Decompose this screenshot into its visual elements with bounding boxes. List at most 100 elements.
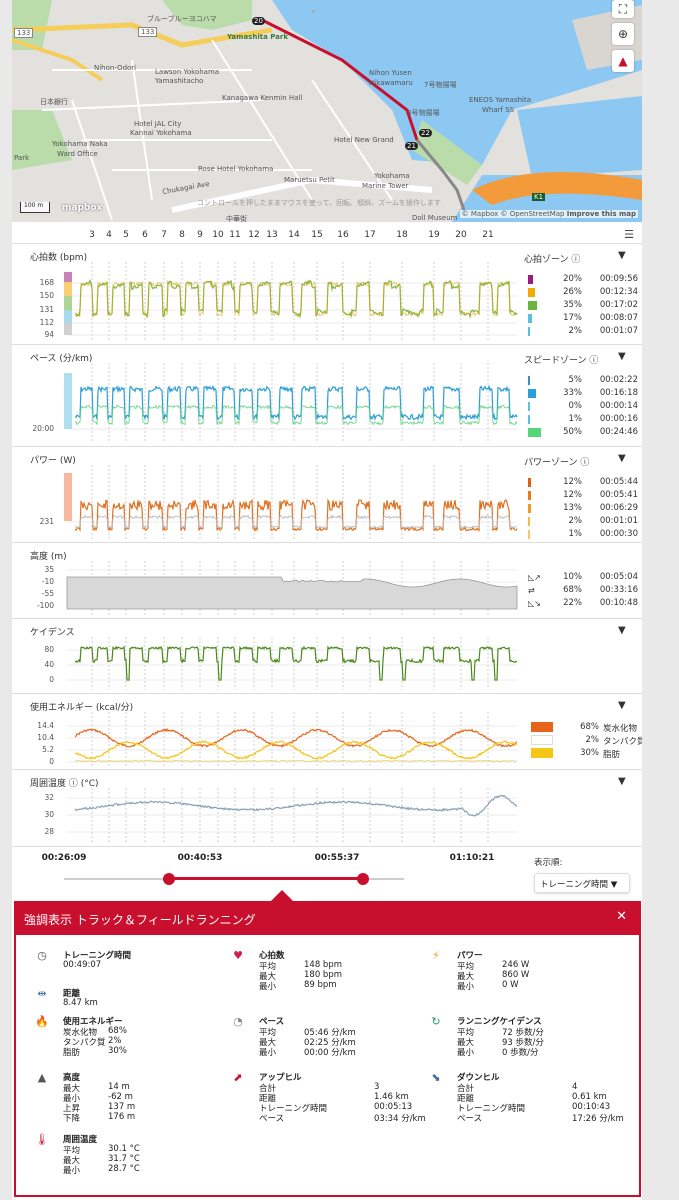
lap-number[interactable]: 13 — [266, 230, 278, 240]
up-icon: ◺↗ — [528, 573, 541, 582]
summary-stat-temp: 🌡 周囲温度 平均 30.1 °C 最大 31.7 °C 最小 28.7 °C — [34, 1133, 224, 1178]
lap-number[interactable]: 14 — [288, 230, 300, 240]
lap-marker-21[interactable]: 21 — [405, 142, 418, 150]
distance-icon: ⇹ — [37, 987, 47, 1000]
summary-stat-cad: ↻ ランニングケイデンス 平均 72 歩数/分 最大 93 歩数/分 最小 0 歩数/分 — [428, 1015, 618, 1060]
chevron-down-icon[interactable]: ▼ — [618, 351, 626, 362]
lap-number[interactable]: 4 — [106, 230, 112, 240]
lap-number[interactable]: 7 — [161, 230, 167, 240]
zone-row: 26% 00:12:34 — [528, 287, 638, 298]
summary-stat-power: ⚡ パワー 平均 246 W 最大 860 W 最小 0 W — [428, 949, 618, 994]
range-slider[interactable] — [64, 873, 404, 885]
y-tick-label: 28 — [44, 827, 54, 836]
lap-marker-20[interactable]: 20 — [252, 17, 265, 25]
route-map[interactable]: ブルーブルーヨコハマ Yamashita Park Nihon-Odori 13… — [12, 0, 642, 222]
stat-value: 05:46 分/km — [304, 1028, 356, 1038]
chevron-down-icon[interactable]: ▼ — [618, 453, 626, 464]
map-label-chinatown: 中華街 — [226, 215, 247, 222]
cadence-chart[interactable] — [12, 619, 642, 694]
heart-rate-chart[interactable] — [12, 244, 642, 345]
zone-swatch — [528, 301, 537, 310]
zone-percent: 1% — [568, 414, 583, 424]
lap-number[interactable]: 11 — [229, 230, 241, 240]
protein-line — [74, 759, 518, 763]
stat-key: 平均 — [259, 1028, 277, 1038]
lap-number[interactable]: 18 — [396, 230, 408, 240]
chevron-down-icon[interactable]: ▼ — [618, 250, 626, 261]
temperature-chart[interactable] — [12, 770, 642, 846]
fullscreen-button[interactable]: ⛶ — [612, 0, 634, 18]
energy-panel: 使用エネルギー (kcal/分) ▼ 14.4 10.4 5.2 0 68% 炭水化物 2%… — [12, 694, 642, 770]
lap-number[interactable]: 20 — [455, 230, 467, 240]
timeline-label: 01:10:21 — [449, 853, 495, 863]
filter-settings-icon[interactable]: ☰ — [624, 228, 634, 241]
macro-swatch — [531, 722, 553, 732]
altitude-row: ◺↗ 10% 00:05:04 — [528, 572, 638, 583]
altitude-chart[interactable] — [12, 543, 642, 619]
zone-row: 1% 00:00:16 — [528, 414, 638, 425]
gauge-icon: ◔ — [233, 1015, 243, 1028]
lap-number[interactable]: 10 — [212, 230, 224, 240]
macro-name: 炭水化物 — [603, 724, 638, 734]
lap-number[interactable]: 21 — [482, 230, 494, 240]
range-end-handle[interactable] — [357, 873, 370, 885]
lap-number[interactable]: 9 — [197, 230, 203, 240]
energy-chart[interactable] — [12, 694, 642, 770]
stat-value: 14 m — [108, 1082, 130, 1092]
mapbox-logo[interactable]: mapbox — [62, 203, 103, 213]
stat-key: 下降 — [63, 1114, 81, 1124]
lap-number[interactable]: 12 — [248, 230, 260, 240]
stat-value: 0 W — [502, 980, 519, 990]
summary-stat-alt: ▲ 高度 最大 14 m 最小 -62 m 上昇 137 m 下降 176 m — [34, 1071, 224, 1127]
lap-marker-22[interactable]: 22 — [419, 129, 432, 137]
zone-percent: 2% — [568, 326, 583, 336]
zone-swatch — [528, 478, 531, 487]
zone-percent: 12% — [563, 477, 582, 487]
altitude-percent: 22% — [563, 598, 582, 608]
power-chart[interactable] — [12, 447, 642, 543]
y-tick-label: 30 — [44, 810, 54, 819]
zone-percent: 20% — [563, 274, 582, 284]
close-icon[interactable]: ✕ — [616, 909, 627, 924]
lap-number[interactable]: 8 — [179, 230, 185, 240]
stat-key: 距離 — [457, 1094, 475, 1104]
lap-number[interactable]: 19 — [428, 230, 440, 240]
lap-number[interactable]: 16 — [337, 230, 349, 240]
zone-time: 00:00:16 — [599, 414, 638, 424]
stat-key: 00:49:07 — [63, 960, 102, 970]
stat-value: 176 m — [108, 1112, 136, 1122]
macro-row: 68% 炭水化物 — [531, 722, 641, 734]
stat-title: アップヒル — [259, 1073, 302, 1083]
zone-swatch — [528, 491, 531, 500]
zone-row: 1% 00:00:30 — [528, 529, 638, 540]
y-tick-label: -10 — [41, 577, 54, 586]
chevron-down-icon[interactable]: ▼ — [618, 625, 626, 636]
sort-select[interactable]: トレーニング時間 ▼ — [534, 873, 630, 893]
y-tick-label: -100 — [36, 601, 54, 610]
compass-button[interactable]: ▲ — [612, 50, 634, 72]
heart-rate-zone-title: 心拍ゾーン ⓘ — [524, 255, 581, 265]
improve-map-link[interactable]: Improve this map — [566, 210, 636, 218]
pace-line — [74, 384, 518, 422]
stat-key: 合計 — [259, 1084, 277, 1094]
locate-button[interactable]: ⊕ — [612, 23, 634, 45]
macro-swatch — [531, 748, 553, 758]
map-canvas[interactable] — [12, 0, 642, 222]
zone-time: 00:01:01 — [599, 516, 638, 526]
lap-number[interactable]: 15 — [311, 230, 323, 240]
lap-number[interactable]: 5 — [123, 230, 129, 240]
pace-chart[interactable] — [12, 345, 642, 447]
lap-number[interactable]: 3 — [89, 230, 95, 240]
range-start-handle[interactable] — [163, 873, 176, 885]
chevron-down-icon[interactable]: ▼ — [618, 776, 626, 787]
chevron-down-icon[interactable]: ▼ — [618, 700, 626, 711]
zone-percent: 5% — [568, 375, 583, 385]
attribution-text[interactable]: © Mapbox © OpenStreetMap — [461, 210, 565, 218]
lap-number[interactable]: 17 — [364, 230, 376, 240]
map-attribution[interactable]: © Mapbox © OpenStreetMap Improve this ma… — [459, 210, 638, 218]
zone-swatch — [528, 415, 530, 424]
zone-time: 00:00:30 — [599, 529, 638, 539]
lap-number[interactable]: 6 — [142, 230, 148, 240]
locate-icon: ⊕ — [617, 27, 629, 41]
map-label-bluelight: ブルーブルーヨコハマ — [147, 15, 217, 23]
